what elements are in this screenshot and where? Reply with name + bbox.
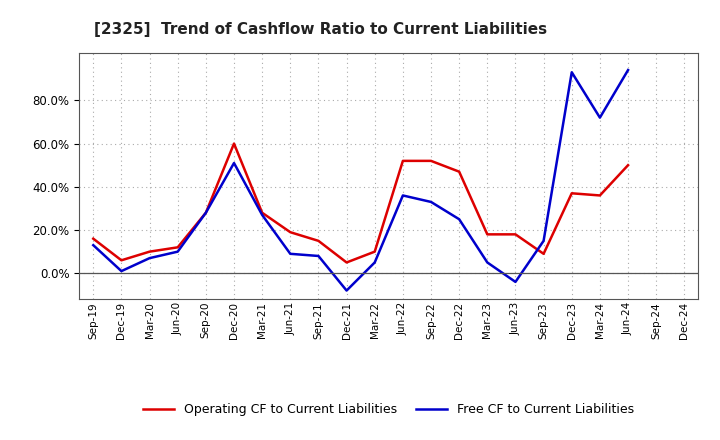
- Legend: Operating CF to Current Liabilities, Free CF to Current Liabilities: Operating CF to Current Liabilities, Fre…: [138, 398, 639, 421]
- Free CF to Current Liabilities: [230, 161, 238, 166]
- Operating CF to Current Liabilities: [314, 238, 323, 243]
- Free CF to Current Liabilities: [258, 212, 266, 217]
- Operating CF to Current Liabilities: [174, 245, 182, 250]
- Free CF to Current Liabilities: [595, 115, 604, 120]
- Operating CF to Current Liabilities: [595, 193, 604, 198]
- Operating CF to Current Liabilities: [483, 232, 492, 237]
- Free CF to Current Liabilities: [370, 260, 379, 265]
- Free CF to Current Liabilities: [539, 238, 548, 243]
- Operating CF to Current Liabilities: [230, 141, 238, 146]
- Operating CF to Current Liabilities: [427, 158, 436, 164]
- Free CF to Current Liabilities: [483, 260, 492, 265]
- Text: [2325]  Trend of Cashflow Ratio to Current Liabilities: [2325] Trend of Cashflow Ratio to Curren…: [94, 22, 546, 37]
- Operating CF to Current Liabilities: [511, 232, 520, 237]
- Free CF to Current Liabilities: [399, 193, 408, 198]
- Operating CF to Current Liabilities: [624, 162, 632, 168]
- Free CF to Current Liabilities: [455, 216, 464, 222]
- Free CF to Current Liabilities: [427, 199, 436, 205]
- Operating CF to Current Liabilities: [202, 210, 210, 216]
- Operating CF to Current Liabilities: [89, 236, 98, 241]
- Free CF to Current Liabilities: [511, 279, 520, 285]
- Free CF to Current Liabilities: [202, 210, 210, 216]
- Operating CF to Current Liabilities: [567, 191, 576, 196]
- Operating CF to Current Liabilities: [342, 260, 351, 265]
- Free CF to Current Liabilities: [89, 242, 98, 248]
- Operating CF to Current Liabilities: [117, 258, 126, 263]
- Free CF to Current Liabilities: [314, 253, 323, 259]
- Free CF to Current Liabilities: [117, 268, 126, 274]
- Operating CF to Current Liabilities: [145, 249, 154, 254]
- Operating CF to Current Liabilities: [286, 230, 294, 235]
- Operating CF to Current Liabilities: [455, 169, 464, 174]
- Operating CF to Current Liabilities: [370, 249, 379, 254]
- Free CF to Current Liabilities: [145, 256, 154, 261]
- Free CF to Current Liabilities: [286, 251, 294, 257]
- Line: Free CF to Current Liabilities: Free CF to Current Liabilities: [94, 70, 628, 290]
- Operating CF to Current Liabilities: [539, 251, 548, 257]
- Operating CF to Current Liabilities: [258, 210, 266, 216]
- Free CF to Current Liabilities: [567, 70, 576, 75]
- Line: Operating CF to Current Liabilities: Operating CF to Current Liabilities: [94, 143, 628, 262]
- Operating CF to Current Liabilities: [399, 158, 408, 164]
- Free CF to Current Liabilities: [174, 249, 182, 254]
- Free CF to Current Liabilities: [624, 67, 632, 73]
- Free CF to Current Liabilities: [342, 288, 351, 293]
